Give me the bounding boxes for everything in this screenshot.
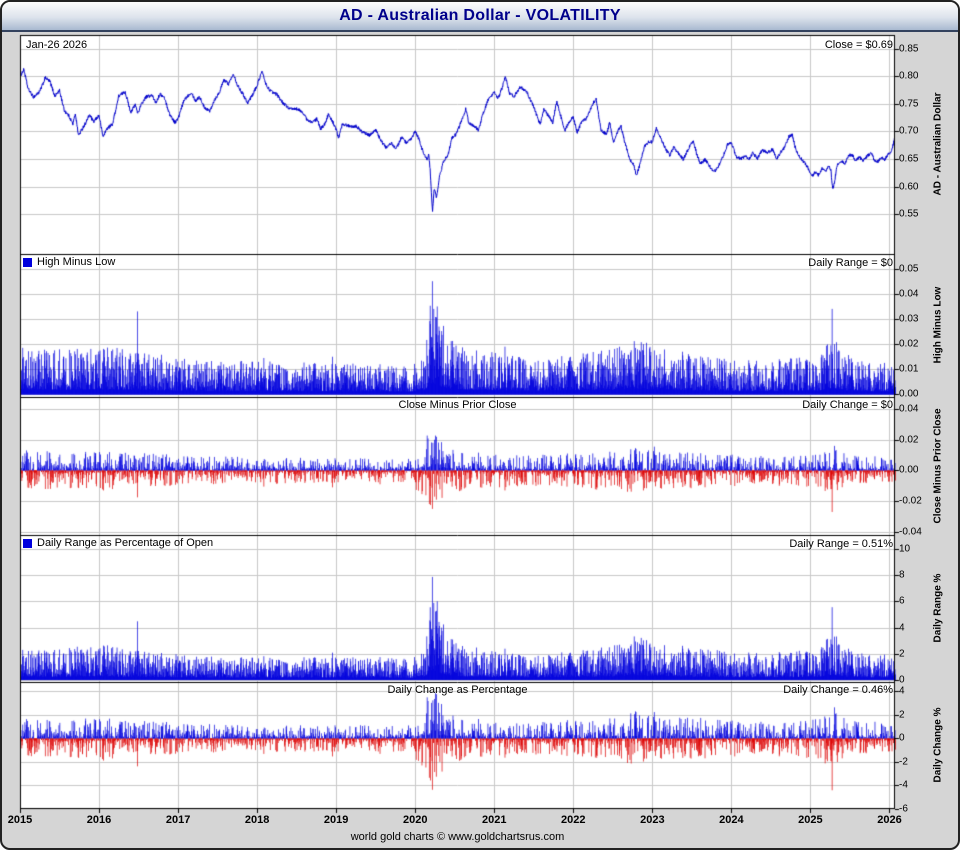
right-axis-label-daily-change-pct: Daily Change %: [932, 707, 944, 783]
legend-label-high-minus-low: High Minus Low: [37, 256, 116, 268]
y-tick-label: 0.00: [899, 464, 919, 476]
y-tick-label: 0.05: [899, 263, 919, 275]
last-date-label: Jan-26 2026: [26, 39, 88, 51]
y-tick-label: -4: [899, 779, 908, 791]
y-tick-label: 0.85: [899, 43, 919, 55]
y-tick-label: 0.02: [899, 434, 919, 446]
daily-range-value-label: Daily Range = $0: [808, 257, 893, 269]
y-tick-label: 0.60: [899, 181, 919, 193]
legend-label-daily-range-pct: Daily Range as Percentage of Open: [37, 537, 214, 549]
panel-title-close-minus-prior-close: Close Minus Prior Close: [398, 399, 517, 411]
x-tick-label: 2022: [561, 814, 586, 826]
y-tick-label: 10: [899, 543, 911, 555]
close-value-label: Close = $0.69: [824, 39, 893, 51]
y-tick-label: 0.70: [899, 125, 919, 137]
y-tick-label: 2: [899, 709, 905, 721]
y-tick-label: 2: [899, 648, 905, 660]
title-bar: AD - Australian Dollar - VOLATILITY: [2, 2, 958, 32]
y-tick-label: 0.01: [899, 363, 919, 375]
panel-title-daily-change-pct: Daily Change as Percentage: [387, 684, 528, 696]
legend-high-minus-low: High Minus Low: [23, 256, 115, 268]
daily-change-value-label: Daily Change = $0: [802, 399, 893, 411]
page-title: AD - Australian Dollar - VOLATILITY: [339, 7, 621, 24]
y-tick-label: -2: [899, 756, 908, 768]
x-tick-label: 2021: [482, 814, 507, 826]
x-tick-label: 2024: [719, 814, 744, 826]
right-axis-label-daily-range-pct: Daily Range %: [932, 573, 944, 643]
y-tick-label: 0.02: [899, 338, 919, 350]
y-tick-label: 0.04: [899, 288, 919, 300]
daily-change-pct-value-label: Daily Change = 0.46%: [783, 684, 893, 696]
y-tick-label: 0: [899, 674, 905, 686]
legend-daily-range-pct: Daily Range as Percentage of Open: [23, 537, 213, 549]
y-tick-label: 8: [899, 569, 905, 581]
x-tick-label: 2018: [244, 814, 270, 826]
y-tick-label: 0.04: [899, 403, 919, 415]
x-tick-label: 2026: [877, 814, 902, 826]
x-tick-label: 2019: [323, 814, 349, 826]
x-tick-label: 2025: [798, 814, 823, 826]
y-tick-label: 4: [899, 685, 905, 697]
y-tick-label: 0.55: [899, 208, 919, 220]
daily-range-pct-value-label: Daily Range = 0.51%: [789, 538, 893, 550]
x-tick-label: 2023: [640, 814, 665, 826]
y-tick-label: -6: [899, 803, 908, 815]
x-tick-label: 2016: [86, 814, 112, 826]
y-tick-label: 0.65: [899, 153, 919, 165]
y-tick-label: 0: [899, 732, 905, 744]
footer-credit: world gold charts © www.goldchartsrus.co…: [350, 831, 565, 843]
x-tick-label: 2017: [165, 814, 191, 826]
y-tick-label: 4: [899, 622, 905, 634]
blue-square-icon: [23, 538, 32, 548]
y-tick-label: 0.03: [899, 313, 919, 325]
y-tick-label: 0.00: [899, 388, 919, 400]
right-axis-label-price: AD - Australian Dollar: [932, 92, 944, 196]
right-axis-label-high-minus-low: High Minus Low: [932, 286, 944, 364]
y-tick-label: 6: [899, 595, 905, 607]
right-axis-label-close-minus-prior-close: Close Minus Prior Close: [932, 408, 944, 524]
x-tick-label: 2020: [402, 814, 428, 826]
y-tick-label: 0.75: [899, 98, 919, 110]
y-tick-label: -0.02: [899, 495, 922, 507]
blue-square-icon: [23, 257, 32, 267]
y-tick-label: 0.80: [899, 70, 919, 82]
x-tick-label: 2015: [7, 814, 33, 826]
y-tick-label: -0.04: [899, 526, 922, 538]
